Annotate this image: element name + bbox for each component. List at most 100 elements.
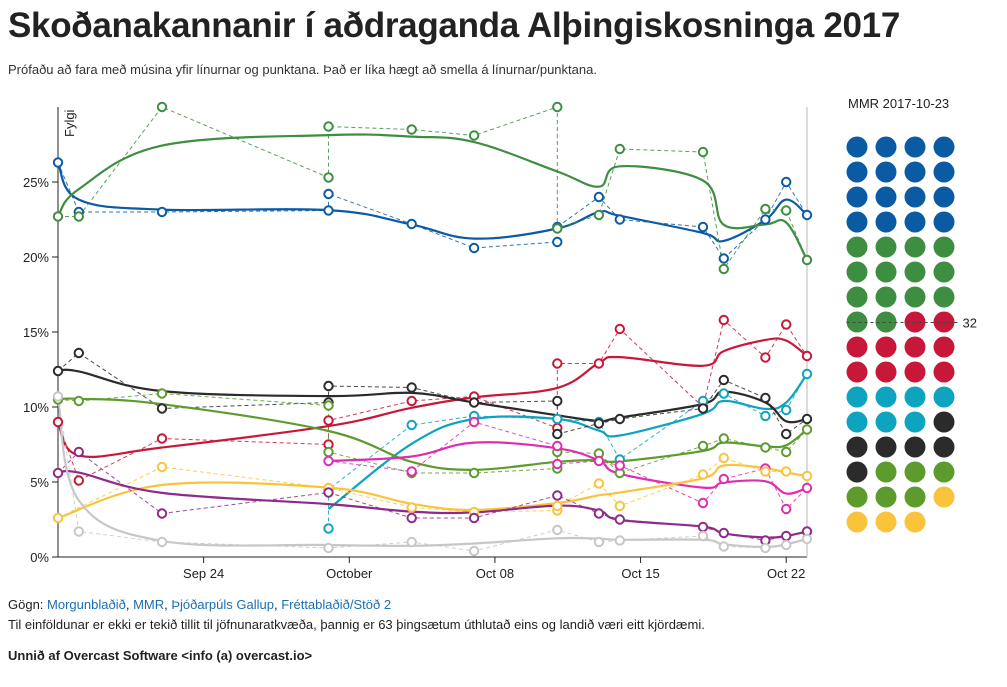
series-3-trend-line[interactable] (327, 373, 808, 510)
series-8-point[interactable] (73, 446, 85, 458)
seat-dot[interactable] (846, 311, 868, 333)
seat-dot[interactable] (875, 511, 897, 533)
series-7-point[interactable] (156, 461, 168, 473)
seat-dot[interactable] (933, 261, 955, 283)
series-5-point[interactable] (781, 446, 792, 458)
seat-dot[interactable] (875, 436, 897, 458)
series-5-point[interactable] (73, 395, 85, 407)
series-3-point[interactable] (718, 388, 729, 399)
series-8-point[interactable] (697, 521, 709, 533)
seat-dot[interactable] (875, 336, 897, 358)
seat-dot[interactable] (933, 361, 955, 383)
series-3-point[interactable] (801, 368, 813, 380)
series-0-point[interactable] (781, 176, 792, 188)
seat-dot[interactable] (875, 161, 897, 183)
seat-dot[interactable] (875, 486, 897, 508)
seat-dot[interactable] (933, 336, 955, 358)
series-9-point[interactable] (52, 391, 64, 402)
source-link[interactable]: Fréttablaðið/Stöð 2 (281, 597, 392, 612)
series-1-point[interactable] (156, 101, 168, 113)
series-0-point[interactable] (52, 157, 64, 168)
series-8-raw-line[interactable] (57, 451, 808, 542)
seat-dot[interactable] (846, 136, 868, 158)
seat-dot[interactable] (904, 136, 926, 158)
series-9-point[interactable] (552, 524, 563, 536)
series-5-point[interactable] (801, 424, 813, 435)
seat-dot[interactable] (904, 286, 926, 308)
series-0-point[interactable] (760, 214, 771, 225)
seat-dot[interactable] (933, 486, 955, 508)
series-8-point[interactable] (406, 512, 417, 524)
series-6-point[interactable] (468, 416, 480, 428)
series-4-point[interactable] (697, 403, 709, 414)
seat-dot[interactable] (933, 386, 955, 408)
seat-dot[interactable] (933, 136, 955, 158)
series-4-point[interactable] (323, 380, 334, 392)
series-3-point[interactable] (406, 419, 417, 431)
series-8-point[interactable] (468, 512, 480, 524)
series-4-trend-line[interactable] (57, 368, 808, 424)
series-4-point[interactable] (552, 395, 563, 407)
series-4-point[interactable] (781, 428, 792, 440)
series-6-point[interactable] (323, 455, 334, 467)
series-2-point[interactable] (323, 415, 334, 426)
series-7-point[interactable] (801, 470, 813, 482)
series-2-point[interactable] (406, 395, 417, 407)
series-8-point[interactable] (614, 514, 625, 525)
series-0-point[interactable] (156, 206, 168, 218)
series-6-point[interactable] (552, 440, 563, 452)
series-1-trend-line[interactable] (57, 133, 808, 261)
series-5-point[interactable] (323, 400, 334, 411)
seat-dot[interactable] (875, 386, 897, 408)
series-2-point[interactable] (614, 323, 625, 335)
series-3-point[interactable] (781, 404, 792, 416)
series-4-point[interactable] (614, 413, 625, 425)
series-2-point[interactable] (156, 433, 168, 444)
series-7-point[interactable] (614, 500, 625, 512)
seat-dot[interactable] (846, 361, 868, 383)
seat-dot[interactable] (846, 411, 868, 433)
series-0-point[interactable] (614, 214, 625, 225)
seat-dot[interactable] (846, 486, 868, 508)
series-4-point[interactable] (406, 382, 417, 393)
series-6-trend-line[interactable] (328, 441, 808, 495)
series-0-point[interactable] (718, 253, 729, 264)
series-7-point[interactable] (406, 502, 417, 513)
seat-dot[interactable] (933, 236, 955, 258)
series-9-point[interactable] (760, 542, 771, 554)
series-4-point[interactable] (760, 392, 771, 404)
seat-dot[interactable] (875, 136, 897, 158)
series-4-point[interactable] (593, 418, 605, 429)
series-2-point[interactable] (781, 319, 792, 330)
source-link[interactable]: MMR (133, 597, 165, 612)
series-5-point[interactable] (697, 440, 709, 452)
series-6-point[interactable] (801, 482, 813, 494)
series-8-point[interactable] (323, 487, 334, 498)
series-8-point[interactable] (156, 508, 168, 519)
seat-dot[interactable] (933, 186, 955, 208)
seat-dot[interactable] (933, 411, 955, 433)
seat-dot[interactable] (875, 186, 897, 208)
series-1-point[interactable] (552, 223, 563, 234)
seat-dot[interactable] (846, 436, 868, 458)
series-6-point[interactable] (718, 473, 729, 485)
series-4-point[interactable] (718, 374, 729, 386)
series-0-point[interactable] (593, 191, 605, 203)
series-7-trend-line[interactable] (57, 463, 808, 520)
series-9-point[interactable] (323, 542, 334, 554)
series-9-point[interactable] (614, 535, 625, 546)
series-1-point[interactable] (614, 143, 625, 155)
series-1-point[interactable] (323, 172, 334, 183)
seat-dot[interactable] (904, 411, 926, 433)
seat-dot[interactable] (904, 511, 926, 533)
series-9-point[interactable] (697, 530, 709, 542)
series-4-point[interactable] (468, 397, 480, 408)
seat-dot[interactable] (875, 286, 897, 308)
series-7-point[interactable] (718, 452, 729, 464)
series-7-point[interactable] (52, 512, 64, 524)
seat-dot[interactable] (904, 236, 926, 258)
series-9-point[interactable] (718, 541, 729, 552)
series-5-point[interactable] (718, 433, 729, 444)
seat-dot[interactable] (904, 486, 926, 508)
series-6-point[interactable] (406, 466, 417, 477)
